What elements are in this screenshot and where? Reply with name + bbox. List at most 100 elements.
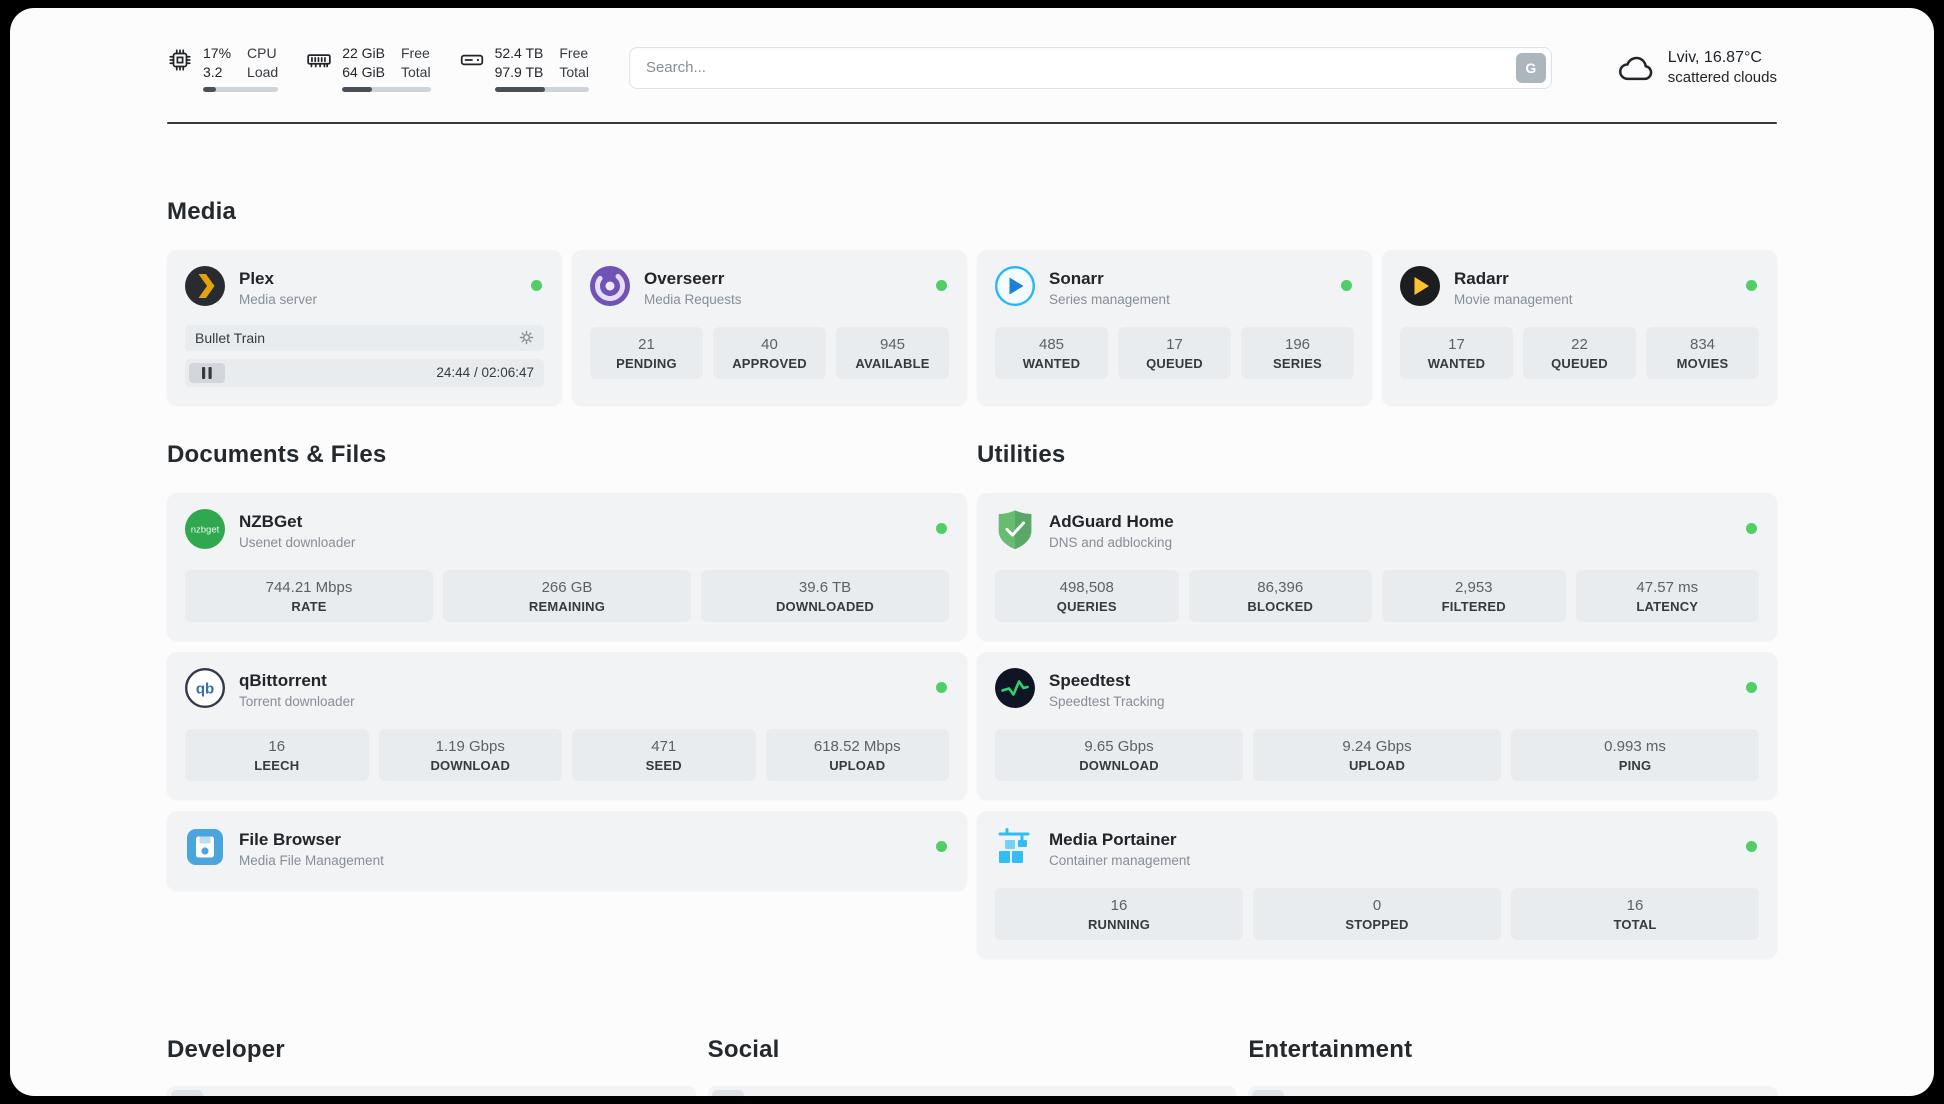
stat-box: 16 TOTAL — [1511, 887, 1759, 940]
stat-value: 945 — [879, 335, 906, 353]
search-input[interactable] — [628, 46, 1552, 89]
playback-bar[interactable]: 24:44 / 02:06:47 — [185, 358, 544, 387]
stat-value: 744.21 Mbps — [265, 578, 353, 596]
service-name: Overseerr — [644, 269, 725, 289]
stat-box: 16 RUNNING — [995, 887, 1243, 940]
stat-box: 9.24 Gbps UPLOAD — [1253, 728, 1501, 781]
stat-label: FILTERED — [1441, 598, 1506, 614]
service-card[interactable]: qb qBittorrent Torrent downloader 16 LEE… — [167, 651, 967, 799]
stat-box: 945 AVAILABLE — [836, 326, 949, 379]
top-bar: 17% 3.2 CPU Load — [167, 8, 1777, 92]
stat-value: 9.24 Gbps — [1342, 737, 1412, 755]
stats-row: 21 PENDING 40 APPROVED 945 AVAILABLE — [590, 326, 949, 379]
memory-label-line1: Free — [401, 45, 430, 61]
stat-value: 0 — [1372, 896, 1382, 914]
cpu-label-line2: Load — [247, 63, 279, 80]
playback-time: 24:44 / 02:06:47 — [436, 365, 534, 381]
status-dot — [1341, 279, 1352, 291]
stat-box: 498,508 QUERIES — [995, 569, 1179, 622]
status-dot — [936, 840, 947, 852]
filebrowser-icon — [185, 827, 225, 867]
section-developer: Developer GH Github github.com SO StackO… — [167, 1036, 696, 1096]
service-subtitle: Series management — [1049, 292, 1170, 308]
stat-value: 16 — [268, 737, 286, 755]
stat-value: 17 — [1448, 335, 1465, 353]
stat-box: 86,396 BLOCKED — [1188, 569, 1372, 622]
stat-label: APPROVED — [732, 355, 807, 371]
radarr-icon — [1400, 265, 1440, 306]
service-subtitle: Speedtest Tracking — [1049, 694, 1165, 710]
stat-label: DOWNLOADED — [775, 598, 875, 614]
stat-box: 834 MOVIES — [1646, 326, 1759, 379]
weather-widget[interactable]: Lviv, 16.87°C scattered clouds — [1616, 48, 1777, 88]
utilities-cards: AdGuard Home DNS and adblocking 498,508 … — [977, 492, 1777, 958]
stat-label: QUERIES — [1056, 598, 1117, 614]
service-icon-slot: nzbget — [185, 508, 225, 554]
stat-box: 40 APPROVED — [713, 326, 826, 379]
service-card[interactable]: Sonarr Series management 485 WANTED 17 Q… — [977, 249, 1372, 405]
service-card[interactable]: nzbget NZBGet Usenet downloader 744.21 M… — [167, 492, 967, 640]
search-engine-button[interactable]: G — [1515, 52, 1546, 83]
stat-box: 0.993 ms PING — [1511, 728, 1759, 781]
adguard-icon — [995, 509, 1035, 549]
service-icon-slot — [185, 265, 225, 311]
memory-free-value: 22 GiB — [342, 45, 385, 61]
section-media: Media Plex Media server Bullet Train — [167, 198, 1777, 405]
entertainment-bookmarks: YT YouTube youtube.com NF Netflix netfli… — [1248, 1085, 1777, 1096]
disk-usage-bar — [494, 86, 589, 92]
service-subtitle: DNS and adblocking — [1049, 535, 1173, 551]
stat-box: 9.65 Gbps DOWNLOAD — [995, 728, 1243, 781]
stat-label: RATE — [291, 598, 327, 614]
bookmark-link[interactable]: GH Github github.com — [167, 1085, 696, 1096]
dashboard-page: 17% 3.2 CPU Load — [10, 8, 1934, 1096]
section-entertainment: Entertainment YT YouTube youtube.com NF … — [1248, 1036, 1777, 1096]
disk-icon — [459, 44, 485, 73]
stat-box: 196 SERIES — [1241, 326, 1354, 379]
service-icon-slot — [590, 265, 630, 311]
stat-value: 2,953 — [1454, 578, 1493, 596]
service-card[interactable]: Media Portainer Container management 16 … — [977, 810, 1777, 958]
bookmark-link[interactable]: YT YouTube youtube.com — [1248, 1085, 1777, 1096]
stat-value: 22 — [1571, 335, 1588, 353]
service-subtitle: Torrent downloader — [239, 694, 355, 710]
weather-text: Lviv, 16.87°C scattered clouds — [1668, 49, 1777, 86]
service-subtitle: Media server — [239, 292, 318, 308]
developer-bookmarks: GH Github github.com SO StackOverflow st… — [167, 1085, 696, 1096]
settings-gear-icon[interactable] — [519, 330, 534, 345]
service-card[interactable]: File Browser Media File Management — [167, 810, 967, 890]
media-player: Bullet Train 24:44 / 02:06:47 — [185, 324, 544, 387]
stat-box: 0 STOPPED — [1253, 887, 1501, 940]
stat-box: 618.52 Mbps UPLOAD — [765, 728, 949, 781]
service-card[interactable]: Speedtest Speedtest Tracking 9.65 Gbps D… — [977, 651, 1777, 799]
stat-label: AVAILABLE — [855, 355, 930, 371]
cpu-icon — [167, 44, 193, 73]
bookmark-link[interactable]: LI LinkedIn linkedin.com — [707, 1085, 1237, 1096]
stat-box: 17 QUEUED — [1118, 326, 1231, 379]
stat-label: LATENCY — [1636, 598, 1699, 614]
service-icon-slot — [995, 509, 1035, 554]
stat-box: 471 SEED — [572, 728, 756, 781]
sonarr-icon — [995, 265, 1035, 306]
pause-button[interactable] — [189, 362, 225, 383]
service-card[interactable]: Overseerr Media Requests 21 PENDING 40 A… — [572, 249, 967, 405]
stat-value: 16 — [1110, 896, 1128, 914]
svg-text:nzbget: nzbget — [191, 524, 220, 535]
nzbget-icon: nzbget — [185, 508, 225, 549]
stat-label: LEECH — [254, 757, 300, 773]
stat-label: UPLOAD — [1348, 757, 1406, 773]
disk-free-value: 52.4 TB — [494, 45, 544, 61]
disk-label-line2: Total — [559, 63, 589, 80]
service-name: Sonarr — [1049, 269, 1104, 289]
section-title-utilities: Utilities — [977, 440, 1066, 468]
stat-value: 17 — [1166, 335, 1183, 353]
stat-label: SERIES — [1273, 355, 1322, 371]
status-dot — [936, 522, 947, 534]
documents-cards: nzbget NZBGet Usenet downloader 744.21 M… — [167, 492, 967, 890]
stat-label: MOVIES — [1676, 355, 1729, 371]
service-icon-slot — [995, 667, 1035, 713]
service-card[interactable]: Radarr Movie management 17 WANTED 22 QUE… — [1382, 249, 1777, 405]
service-card[interactable]: AdGuard Home DNS and adblocking 498,508 … — [977, 492, 1777, 640]
stats-row: 16 LEECH 1.19 Gbps DOWNLOAD 471 SEED 618… — [185, 728, 949, 781]
service-card[interactable]: Plex Media server Bullet Train 24:44 / 0… — [167, 249, 562, 405]
search-bar: G — [628, 46, 1552, 89]
